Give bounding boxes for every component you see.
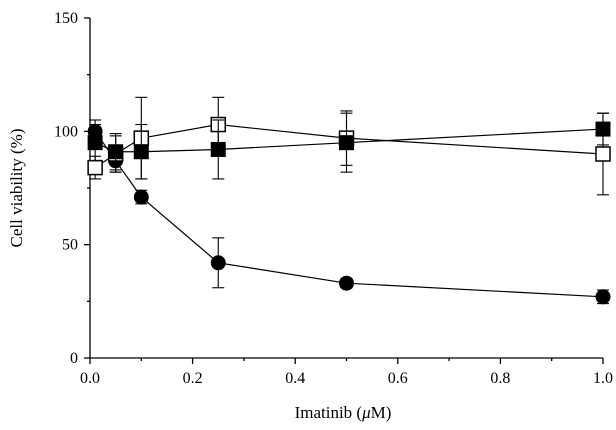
data-point-open-square: [87, 159, 103, 176]
y-tick-label: 0: [70, 350, 78, 367]
x-tick-label: 0.4: [285, 370, 305, 387]
data-point-circle: [339, 275, 354, 291]
data-point-filled-square: [595, 121, 611, 137]
x-axis-label: Imatinib (μM): [295, 403, 392, 422]
x-tick-label: 0.2: [183, 370, 203, 387]
x-tick-label: 0.8: [490, 370, 510, 387]
x-tick-label: 0.6: [388, 370, 408, 387]
data-point-circle: [595, 289, 611, 305]
x-tick-label: 1.0: [593, 370, 613, 387]
data-point-circle: [210, 255, 226, 271]
y-tick-label: 50: [62, 237, 78, 254]
data-point-filled-square: [87, 135, 103, 151]
series-line: [94, 130, 604, 298]
y-tick-label: 150: [54, 10, 78, 27]
y-axis-label: Cell viability (%): [7, 129, 26, 248]
data-point-filled-square: [108, 144, 124, 160]
data-point-filled-square: [133, 144, 149, 160]
series-layer: [87, 96, 611, 305]
y-tick-label: 100: [54, 123, 78, 140]
data-point-circle: [133, 189, 149, 205]
x-tick-label: 0.0: [80, 370, 100, 387]
data-point-open-square: [595, 146, 611, 162]
data-point-filled-square: [339, 135, 354, 151]
data-point-filled-square: [210, 141, 226, 157]
series-filled-square: [87, 112, 611, 180]
axes: 0 50 100 150 0.0 0.2 0.4 0.6 0.8 1.0: [54, 10, 613, 387]
